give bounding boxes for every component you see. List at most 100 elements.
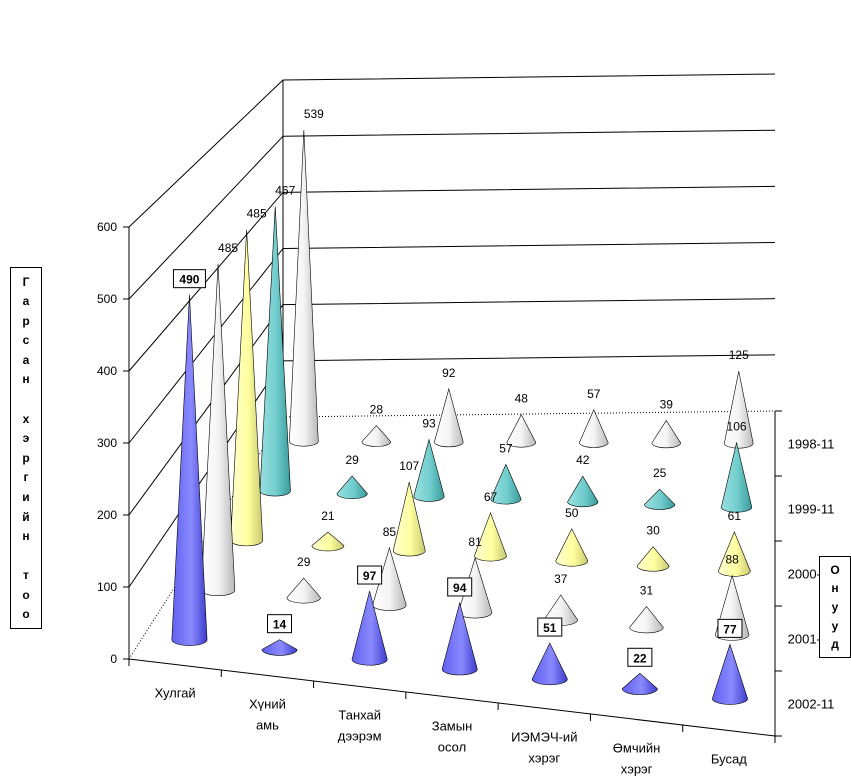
x-axis-line [128, 658, 776, 737]
data-label: 39 [660, 397, 674, 411]
gridline [128, 129, 776, 300]
x-tick-label: хэрэг [621, 762, 653, 777]
data-label: 81 [468, 535, 482, 549]
cone [171, 294, 208, 646]
data-label: 67 [484, 490, 498, 504]
data-label-box [172, 269, 206, 289]
cone [441, 601, 478, 676]
cone [336, 475, 368, 499]
cone [712, 643, 748, 705]
cone [555, 528, 589, 567]
cone [434, 387, 464, 448]
cone [392, 482, 426, 557]
cone [651, 419, 682, 449]
x-tick-label: ИЭМЭЧ-ий [511, 730, 577, 745]
cone [261, 639, 298, 656]
cone [721, 442, 753, 513]
cone [230, 229, 263, 547]
cone [289, 130, 319, 447]
data-label: 106 [727, 420, 747, 434]
data-label-box [537, 617, 563, 637]
data-label: 85 [383, 525, 397, 539]
data-label: 92 [442, 366, 456, 380]
cone [629, 606, 664, 634]
depth-tick-label: 1998-11 [788, 437, 835, 452]
data-label: 30 [646, 524, 660, 538]
x-tick-label: Танхай [338, 708, 381, 723]
x-tick-label: Өмчийн [613, 741, 661, 756]
data-label: 28 [370, 403, 384, 417]
data-label: 107 [399, 459, 419, 473]
data-label: 50 [565, 506, 579, 520]
data-label: 21 [321, 509, 335, 523]
floor-back-edge [282, 410, 776, 418]
data-label: 88 [725, 553, 739, 567]
gridline [128, 73, 776, 228]
data-label: 93 [422, 417, 436, 431]
data-label: 485 [218, 241, 238, 255]
data-label-box [447, 577, 473, 597]
cone [311, 531, 345, 552]
cone [506, 413, 537, 448]
x-tick-label: хэрэг [528, 751, 560, 766]
x-tick-label: осол [438, 740, 466, 755]
data-label: 467 [275, 183, 295, 197]
x-tick-label: дээрэм [338, 729, 382, 744]
cone [286, 577, 321, 604]
data-label: 29 [345, 453, 359, 467]
data-label: 97 [363, 569, 377, 583]
x-tick-label: Хүний [249, 697, 286, 712]
data-label-box [267, 614, 293, 634]
data-label: 37 [554, 572, 568, 586]
depth-tick-label: 1999-11 [788, 502, 835, 517]
x-tick-label: амь [256, 718, 279, 733]
data-label: 485 [247, 207, 267, 221]
data-label: 77 [723, 622, 737, 636]
y-tick-label: 600 [97, 220, 117, 234]
cone [718, 531, 751, 577]
data-label: 29 [297, 555, 311, 569]
data-label: 490 [179, 273, 199, 287]
data-label: 14 [273, 618, 287, 632]
data-label: 61 [728, 509, 742, 523]
cone [621, 672, 658, 695]
gridline [128, 185, 776, 372]
data-label: 48 [515, 392, 529, 406]
y-tick-label: 300 [97, 436, 117, 450]
cone [351, 590, 388, 666]
data-label: 22 [633, 651, 647, 665]
depth-tick-label: 2002-11 [788, 697, 835, 712]
cone [644, 488, 676, 510]
data-label: 51 [543, 621, 557, 635]
cone [372, 546, 407, 611]
x-tick-label: Бусад [711, 752, 747, 767]
cone [200, 263, 236, 597]
cone [567, 475, 599, 508]
y-tick-label: 500 [97, 292, 117, 306]
data-label: 25 [653, 466, 667, 480]
cone [579, 409, 609, 448]
y-tick-label: 100 [97, 580, 117, 594]
data-label: 31 [640, 583, 654, 597]
cone [361, 425, 392, 447]
data-label-box [357, 565, 383, 585]
data-label: 57 [587, 387, 601, 401]
data-label-box [717, 618, 743, 638]
x-tick-label: Замын [432, 719, 473, 734]
y-tick-label: 0 [110, 652, 117, 666]
data-label: 94 [453, 581, 467, 595]
data-label-box [627, 647, 653, 667]
data-label: 125 [729, 348, 749, 362]
cone [259, 206, 291, 497]
cone [636, 546, 670, 572]
data-label: 539 [304, 107, 324, 121]
y-tick-label: 400 [97, 364, 117, 378]
data-label: 42 [576, 453, 590, 467]
y-tick-label: 200 [97, 508, 117, 522]
data-label: 57 [499, 441, 513, 455]
cone [413, 438, 445, 502]
